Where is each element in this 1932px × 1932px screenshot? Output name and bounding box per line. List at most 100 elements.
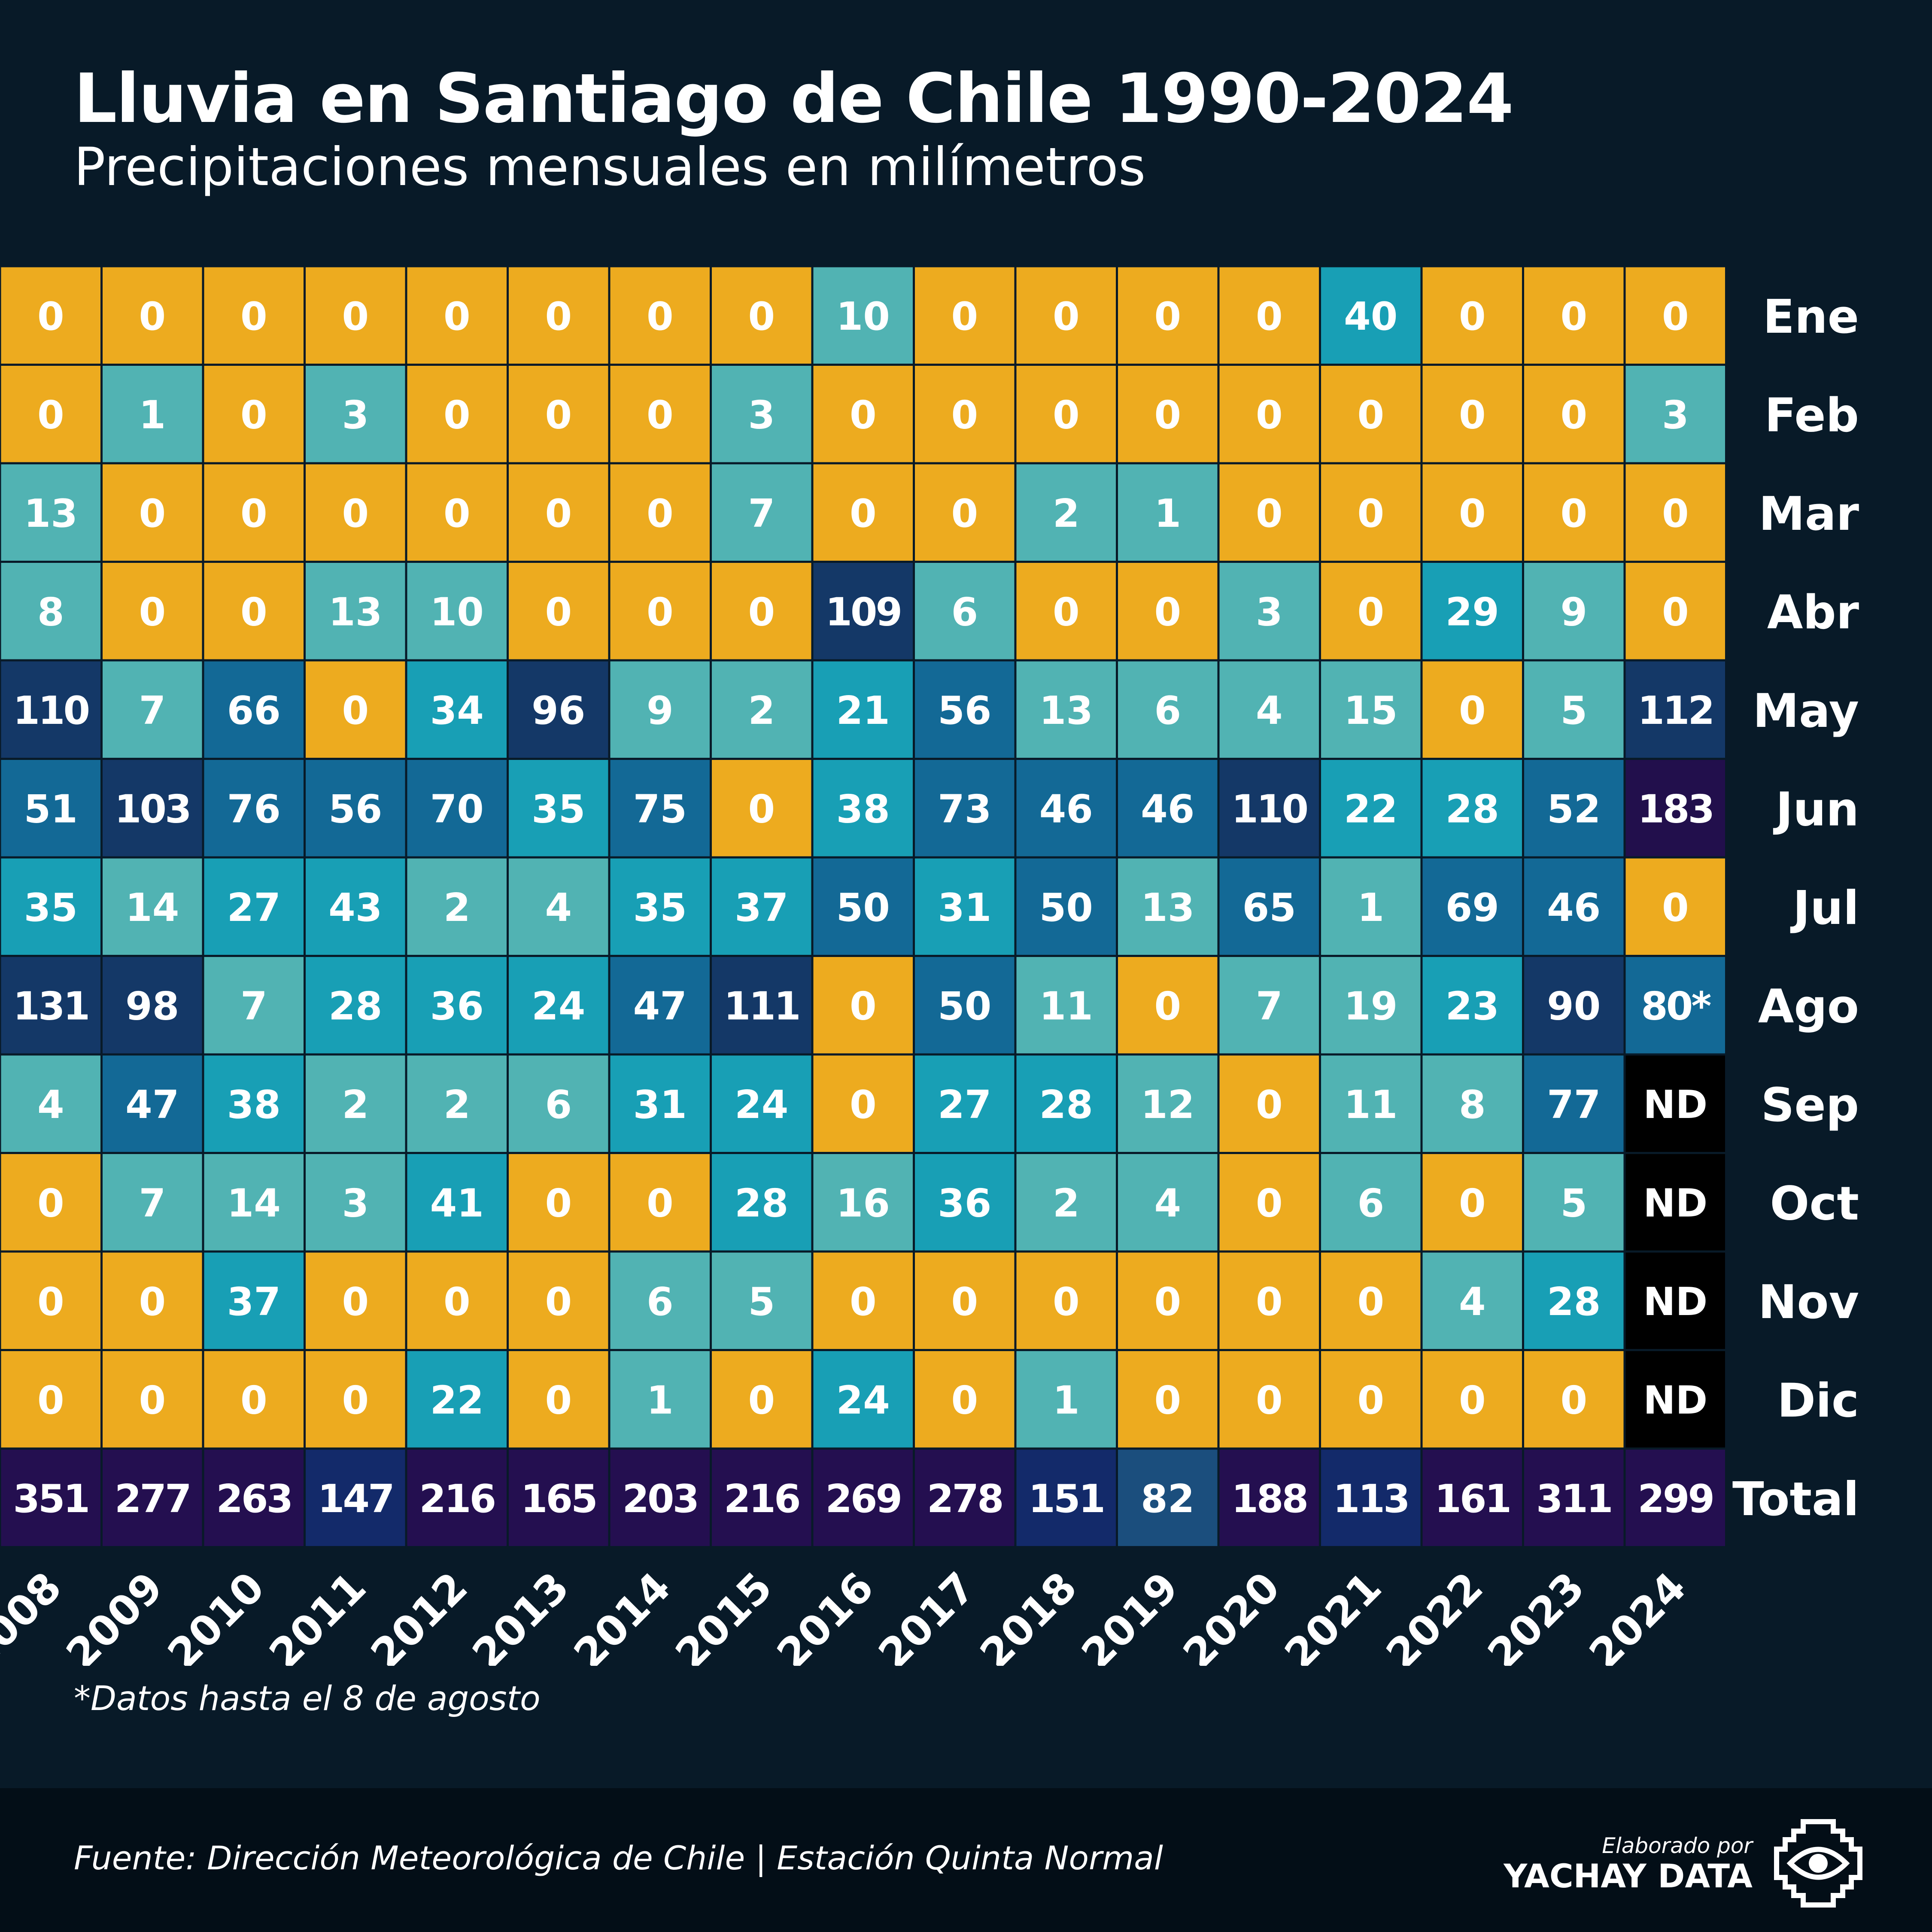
heatmap-cell: [507, 758, 611, 859]
heatmap-cell: [710, 1053, 814, 1154]
heatmap-cell: [0, 561, 103, 662]
cell-value-label: 0: [545, 1378, 572, 1423]
cell-value-label: 56: [328, 787, 382, 832]
cell-value-label: 0: [850, 491, 877, 536]
total-value-label: 216: [724, 1476, 799, 1522]
total-value-label: 351: [13, 1476, 88, 1522]
heatmap-cell: [1217, 462, 1321, 563]
cell-value-label: 0: [545, 1181, 572, 1226]
cell-value-label: 0: [1560, 294, 1587, 339]
year-label: 2010: [158, 1563, 273, 1666]
cell-value-label: 0: [139, 1378, 166, 1423]
heatmap-cell: [1014, 462, 1118, 563]
cell-value-label: 46: [1039, 787, 1093, 832]
cell-value-label: 0: [1662, 294, 1689, 339]
heatmap-cell: [1014, 265, 1118, 366]
heatmap-cell: [304, 462, 407, 563]
heatmap-cell: [304, 1349, 407, 1450]
cell-value-label: 0: [1154, 392, 1181, 437]
cell-value-label: 0: [1154, 589, 1181, 635]
cell-value-label: 77: [1547, 1082, 1601, 1127]
month-label: Jul: [1790, 881, 1859, 935]
heatmap-cell: [710, 758, 814, 859]
total-value-label: 165: [521, 1476, 596, 1522]
heatmap-cell: [1319, 265, 1423, 366]
heatmap-cell: [202, 1250, 306, 1351]
cell-value-label: 6: [1357, 1181, 1384, 1226]
cell-value-label: 0: [1256, 392, 1283, 437]
month-label: Mar: [1759, 487, 1859, 541]
cell-value-label: 4: [545, 885, 572, 930]
cell-value-label: 0: [1560, 491, 1587, 536]
heatmap-cell: [710, 561, 814, 662]
heatmap-cell: [1116, 364, 1220, 465]
cell-value-label: 0: [1662, 589, 1689, 635]
cell-value-label: 27: [227, 885, 281, 930]
heatmap-cell: [710, 364, 814, 465]
cell-value-label: 112: [1637, 688, 1713, 733]
heatmap-cell: [1420, 955, 1524, 1056]
heatmap-cell: [507, 856, 611, 957]
cell-value-label: 1: [1053, 1378, 1080, 1423]
cell-value-label: 0: [139, 589, 166, 635]
cell-value-label: 110: [13, 688, 88, 733]
heatmap-cell: [710, 955, 814, 1056]
total-value-label: 299: [1637, 1476, 1713, 1522]
total-cell: [913, 1447, 1017, 1548]
cell-value-label: 103: [115, 787, 190, 832]
heatmap-cell: [1116, 758, 1220, 859]
heatmap-cell: [507, 659, 611, 760]
heatmap-cell: [0, 955, 103, 1056]
cell-value-label: 0: [1357, 1378, 1384, 1423]
heatmap-cell: [1116, 1250, 1220, 1351]
cell-value-label: 1: [647, 1378, 674, 1423]
cell-value-label: 8: [37, 589, 64, 635]
heatmap-cell: [1014, 364, 1118, 465]
heatmap-cell: [1217, 659, 1321, 760]
cell-value-label: 35: [532, 787, 585, 832]
heatmap-cell: [1014, 1349, 1118, 1450]
cell-value-label: 38: [836, 787, 890, 832]
source-note: Fuente: Dirección Meteorológica de Chile…: [74, 1839, 1163, 1877]
cell-value-label: 0: [951, 1378, 978, 1423]
cell-value-label: 23: [1446, 984, 1499, 1029]
heatmap-cell: [0, 856, 103, 957]
cell-value-label: 0: [444, 392, 471, 437]
cell-value-label: 0: [850, 1279, 877, 1324]
credit-brand: YACHAY DATA: [1504, 1857, 1753, 1895]
cell-value-label: 70: [430, 787, 484, 832]
cell-value-label: 0: [37, 392, 64, 437]
cell-value-label: 14: [227, 1181, 281, 1226]
cell-value-label: 0: [37, 294, 64, 339]
heatmap-cell: [1014, 1250, 1118, 1351]
cell-value-label: 0: [545, 294, 572, 339]
cell-value-label: 15: [1344, 688, 1397, 733]
cell-value-label: 0: [240, 392, 267, 437]
heatmap-cell: [202, 1152, 306, 1253]
cell-value-label: 35: [633, 885, 687, 930]
cell-value-label: 73: [938, 787, 991, 832]
cell-value-label: 2: [342, 1082, 369, 1127]
year-axis-labels: 2008200920102011201220132014201520162017…: [0, 1563, 1695, 1666]
cell-value-label: 0: [1459, 688, 1486, 733]
heatmap-cell: [0, 1053, 103, 1154]
cell-value-label: 0: [1662, 491, 1689, 536]
cell-value-label: 22: [430, 1378, 484, 1423]
heatmap-cell: [507, 561, 611, 662]
cell-value-label: 28: [1547, 1279, 1601, 1324]
cell-value-label: 0: [647, 294, 674, 339]
rainfall-heatmap: 0 0 0 0 0 0 0 0 10 0 0 0 0 40 0 0 00 1 0 3 0 0 0 3 0 0 0 0 0 0 0 0 313 0 0…: [0, 265, 1859, 1666]
month-label: Sep: [1761, 1078, 1859, 1132]
chart-title: Lluvia en Santiago de Chile 1990-2024: [74, 59, 1514, 138]
heatmap-cell: [1116, 856, 1220, 957]
cell-value-label: 0: [1053, 589, 1080, 635]
total-value-label: 188: [1231, 1476, 1307, 1522]
cell-value-label: 3: [748, 392, 775, 437]
cell-value-label: 0: [545, 392, 572, 437]
year-label: 2023: [1479, 1563, 1594, 1666]
heatmap-cell: [811, 462, 915, 563]
cell-value-label: 7: [139, 688, 166, 733]
cell-value-label: 111: [724, 984, 799, 1029]
total-row-label: Total: [1732, 1473, 1859, 1526]
heatmap-cell: [811, 364, 915, 465]
